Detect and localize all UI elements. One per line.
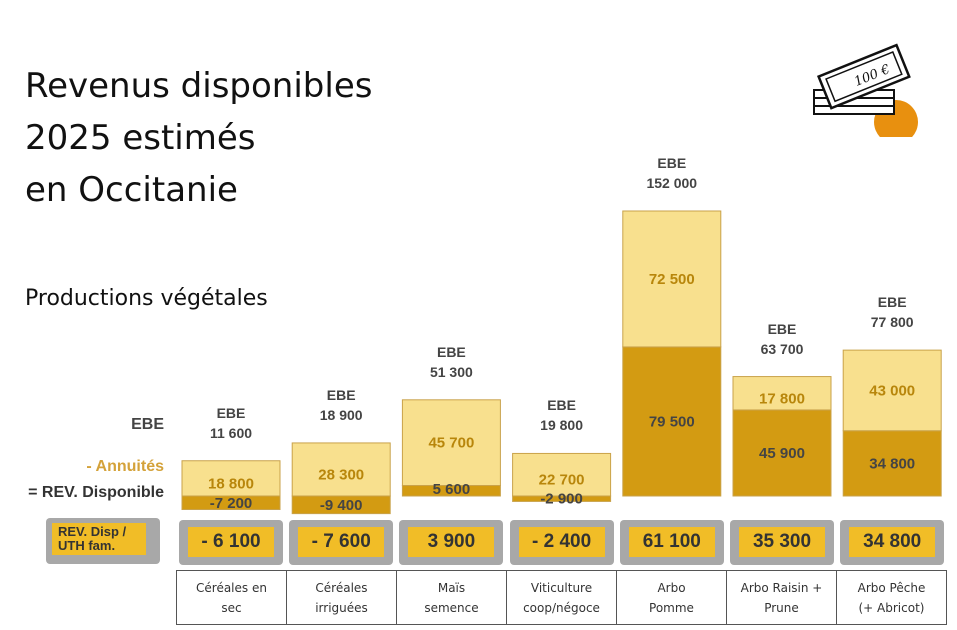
ebe-title: EBE bbox=[547, 397, 576, 414]
rev-uth-value: 34 800 bbox=[849, 527, 936, 557]
ebe-title: EBE bbox=[877, 294, 907, 311]
rev-uth-value: 35 300 bbox=[739, 527, 825, 557]
label-annuites: 17 800 bbox=[759, 390, 805, 407]
bar-rev-disponible bbox=[732, 409, 832, 497]
category-label: Arbo Pomme bbox=[616, 570, 727, 625]
ebe-title: EBE bbox=[657, 155, 687, 171]
label-annuites: 28 300 bbox=[318, 466, 364, 483]
bar-rev-disponible bbox=[842, 430, 942, 497]
ebe-value: 19 800 bbox=[540, 417, 583, 434]
bar-annuites bbox=[842, 349, 942, 432]
legend-annuites: - Annuités bbox=[86, 458, 164, 475]
label-annuites: 45 700 bbox=[428, 435, 474, 452]
category-label: Arbo Raisin + Prune bbox=[726, 570, 837, 625]
legend-rev-disponible: = REV. Disponible bbox=[28, 484, 164, 501]
label-annuites: 22 700 bbox=[539, 472, 585, 489]
ebe-label: EBE 19 800 bbox=[507, 395, 617, 435]
rev-uth-box: - 7 600 bbox=[289, 520, 394, 565]
label-rev-disponible: -7 200 bbox=[210, 495, 253, 512]
title-line-1: Revenus disponibles bbox=[25, 66, 373, 106]
legend-rev-uth: REV. Disp / UTH fam. bbox=[46, 518, 160, 564]
rev-uth-value: - 6 100 bbox=[188, 527, 274, 557]
label-rev-disponible: 5 600 bbox=[433, 481, 471, 498]
bar-annuites bbox=[181, 460, 281, 497]
label-rev-disponible: 34 800 bbox=[869, 455, 915, 472]
category-label: Arbo Pêche (+ Abricot) bbox=[836, 570, 947, 625]
title-line-3: en Occitanie bbox=[25, 170, 238, 210]
bar-annuites bbox=[622, 210, 722, 348]
category-label: Céréales irriguées bbox=[286, 570, 397, 625]
ebe-value: 77 800 bbox=[870, 314, 914, 331]
category-label: Céréales en sec bbox=[176, 570, 287, 625]
ebe-label: EBE 77 800 bbox=[837, 292, 947, 332]
rev-uth-box: - 6 100 bbox=[179, 520, 283, 565]
label-annuites: 43 000 bbox=[869, 382, 915, 399]
ebe-label: EBE 11 600 bbox=[176, 403, 286, 443]
rev-uth-box: 61 100 bbox=[619, 520, 724, 565]
ebe-label: EBE 18 900 bbox=[286, 385, 396, 425]
bar-annuites bbox=[291, 442, 391, 497]
label-annuites: 18 800 bbox=[208, 475, 254, 492]
category-label: Maïs semence bbox=[396, 570, 507, 625]
ebe-value: 63 700 bbox=[760, 340, 804, 357]
bar-annuites bbox=[401, 399, 501, 486]
ebe-value: 18 900 bbox=[319, 406, 363, 423]
bar-annuites bbox=[512, 452, 612, 497]
label-rev-disponible: 45 900 bbox=[759, 445, 805, 462]
subtitle: Productions végétales bbox=[25, 286, 268, 311]
ebe-label: EBE 51 300 bbox=[396, 342, 506, 382]
rev-uth-value: 3 900 bbox=[408, 527, 495, 557]
rev-uth-value: 61 100 bbox=[628, 527, 715, 557]
legend-ebe: EBE bbox=[131, 416, 164, 433]
category-label: Viticulture coop/négoce bbox=[506, 570, 617, 625]
rev-uth-value: - 2 400 bbox=[518, 527, 605, 557]
ebe-label: EBE 63 700 bbox=[727, 319, 837, 359]
rev-uth-box: 35 300 bbox=[730, 520, 834, 565]
ebe-value: 152 000 bbox=[646, 175, 698, 191]
ebe-title: EBE bbox=[767, 320, 797, 337]
label-rev-disponible: -9 400 bbox=[320, 497, 363, 514]
rev-uth-box: 34 800 bbox=[840, 520, 945, 565]
label-annuites: 72 500 bbox=[649, 271, 695, 288]
ebe-label: EBE 152 000 bbox=[617, 153, 727, 193]
rev-uth-value: - 7 600 bbox=[298, 527, 385, 557]
ebe-title: EBE bbox=[326, 386, 356, 403]
banknote-stack-icon: 100 € bbox=[808, 42, 918, 137]
rev-uth-box: - 2 400 bbox=[509, 520, 614, 565]
ebe-value: 51 300 bbox=[429, 363, 473, 380]
label-rev-disponible: 79 500 bbox=[649, 413, 695, 430]
ebe-title: EBE bbox=[436, 343, 466, 360]
bar-annuites bbox=[732, 376, 832, 411]
label-rev-disponible: -2 900 bbox=[540, 491, 583, 508]
title-line-2: 2025 estimés bbox=[25, 118, 256, 158]
rev-uth-box: 3 900 bbox=[399, 520, 504, 565]
ebe-title: EBE bbox=[216, 404, 246, 421]
ebe-value: 11 600 bbox=[209, 424, 253, 441]
